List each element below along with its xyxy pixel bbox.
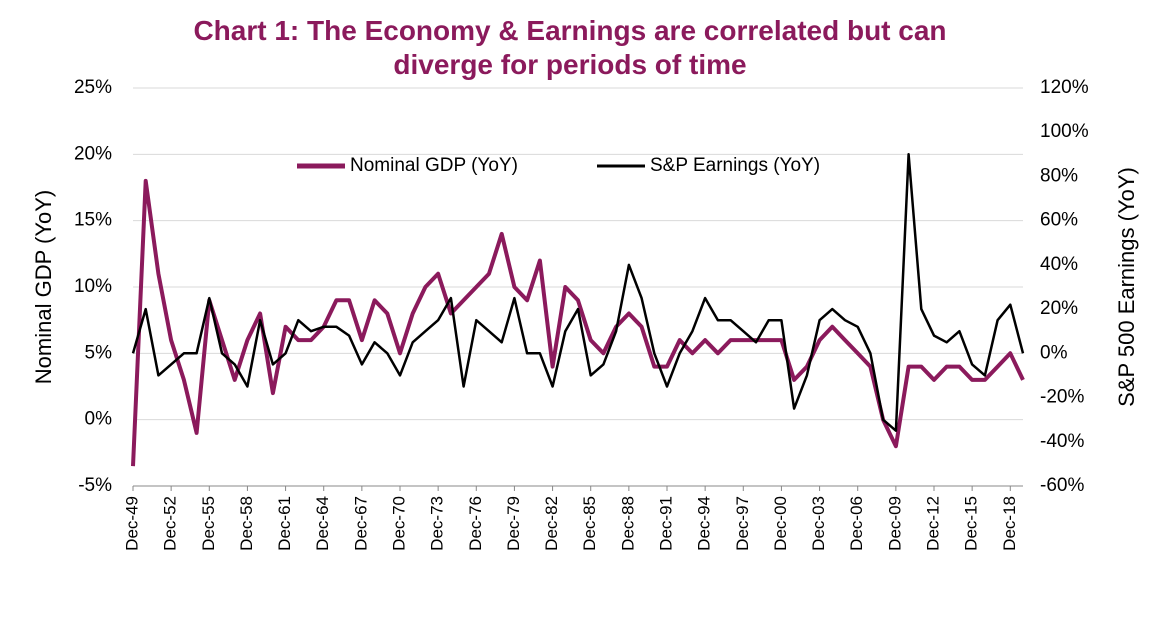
- chart-title: Chart 1: The Economy & Earnings are corr…: [193, 15, 947, 80]
- x-tick-label: Dec-18: [1000, 496, 1019, 551]
- y2-tick-label: 0%: [1040, 342, 1068, 363]
- y2-tick-label: 20%: [1040, 298, 1078, 319]
- x-tick-label: Dec-55: [199, 496, 218, 551]
- y-tick-label: 5%: [85, 342, 113, 363]
- y2-tick-label: -40%: [1040, 431, 1084, 452]
- x-tick-label: Dec-64: [313, 496, 332, 551]
- y-tick-label: 25%: [74, 77, 112, 98]
- x-tick-label: Dec-03: [809, 496, 828, 551]
- x-tick-label: Dec-94: [695, 496, 714, 551]
- x-tick-label: Dec-73: [428, 496, 447, 551]
- y2-tick-label: -60%: [1040, 475, 1084, 496]
- x-tick-label: Dec-85: [580, 496, 599, 551]
- x-tick-label: Dec-09: [885, 496, 904, 551]
- y-tick-label: 20%: [74, 143, 112, 164]
- y2-tick-label: 60%: [1040, 210, 1078, 231]
- y2-axis-label: S&P 500 Earnings (YoY): [1114, 167, 1139, 407]
- series-line: [131, 178, 1025, 467]
- x-tick-label: Dec-06: [847, 496, 866, 551]
- series-line: [131, 153, 1025, 432]
- y2-tick-label: 120%: [1040, 77, 1089, 98]
- legend-label: S&P Earnings (YoY): [650, 155, 820, 176]
- y-tick-label: -5%: [78, 475, 112, 496]
- x-tick-label: Dec-88: [618, 496, 637, 551]
- x-tick-label: Dec-00: [771, 496, 790, 551]
- y2-tick-label: -20%: [1040, 387, 1084, 408]
- x-tick-label: Dec-82: [542, 496, 561, 551]
- x-tick-label: Dec-76: [466, 496, 485, 551]
- y2-tick-label: 100%: [1040, 121, 1089, 142]
- y-tick-label: 10%: [74, 276, 112, 297]
- y-tick-label: 0%: [85, 409, 113, 430]
- y2-tick-label: 80%: [1040, 165, 1078, 186]
- y-tick-label: 15%: [74, 210, 112, 231]
- x-tick-label: Dec-61: [275, 496, 294, 551]
- x-tick-label: Dec-58: [237, 496, 256, 551]
- x-tick-label: Dec-97: [733, 496, 752, 551]
- x-tick-label: Dec-67: [351, 496, 370, 551]
- x-tick-label: Dec-49: [122, 496, 141, 551]
- x-tick-label: Dec-91: [656, 496, 675, 551]
- y2-tick-label: 40%: [1040, 254, 1078, 275]
- x-tick-label: Dec-52: [161, 496, 180, 551]
- x-tick-label: Dec-12: [923, 496, 942, 551]
- x-tick-label: Dec-70: [389, 496, 408, 551]
- x-tick-label: Dec-15: [962, 496, 981, 551]
- y-axis-label: Nominal GDP (YoY): [31, 190, 56, 384]
- legend-label: Nominal GDP (YoY): [350, 155, 518, 176]
- x-tick-label: Dec-79: [504, 496, 523, 551]
